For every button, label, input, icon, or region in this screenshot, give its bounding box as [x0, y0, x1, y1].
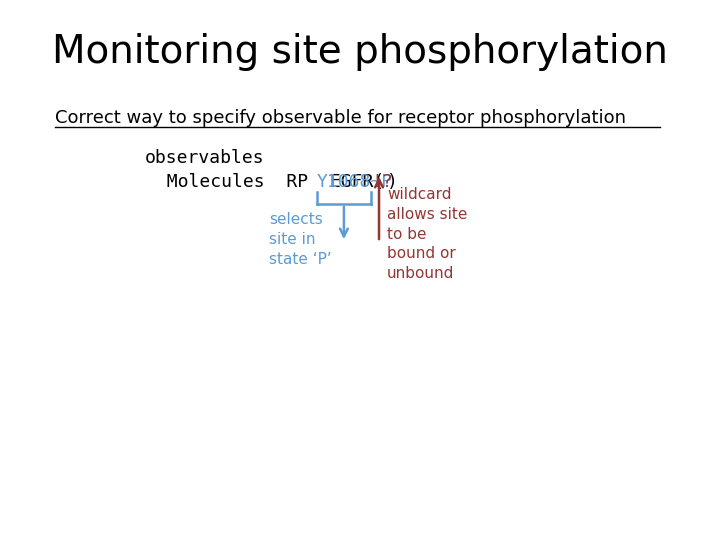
Text: selects
site in
state ‘P’: selects site in state ‘P’: [269, 212, 332, 267]
Text: Correct way to specify observable for receptor phosphorylation: Correct way to specify observable for re…: [55, 109, 626, 127]
Text: ): ): [387, 173, 397, 191]
Text: Molecules  RP  EGFR(: Molecules RP EGFR(: [145, 173, 384, 191]
Text: Y1068~P: Y1068~P: [317, 173, 392, 191]
Text: observables: observables: [145, 149, 265, 167]
Text: Monitoring site phosphorylation: Monitoring site phosphorylation: [52, 33, 668, 71]
Text: !?: !?: [372, 173, 393, 191]
Text: wildcard
allows site
to be
bound or
unbound: wildcard allows site to be bound or unbo…: [387, 187, 467, 281]
